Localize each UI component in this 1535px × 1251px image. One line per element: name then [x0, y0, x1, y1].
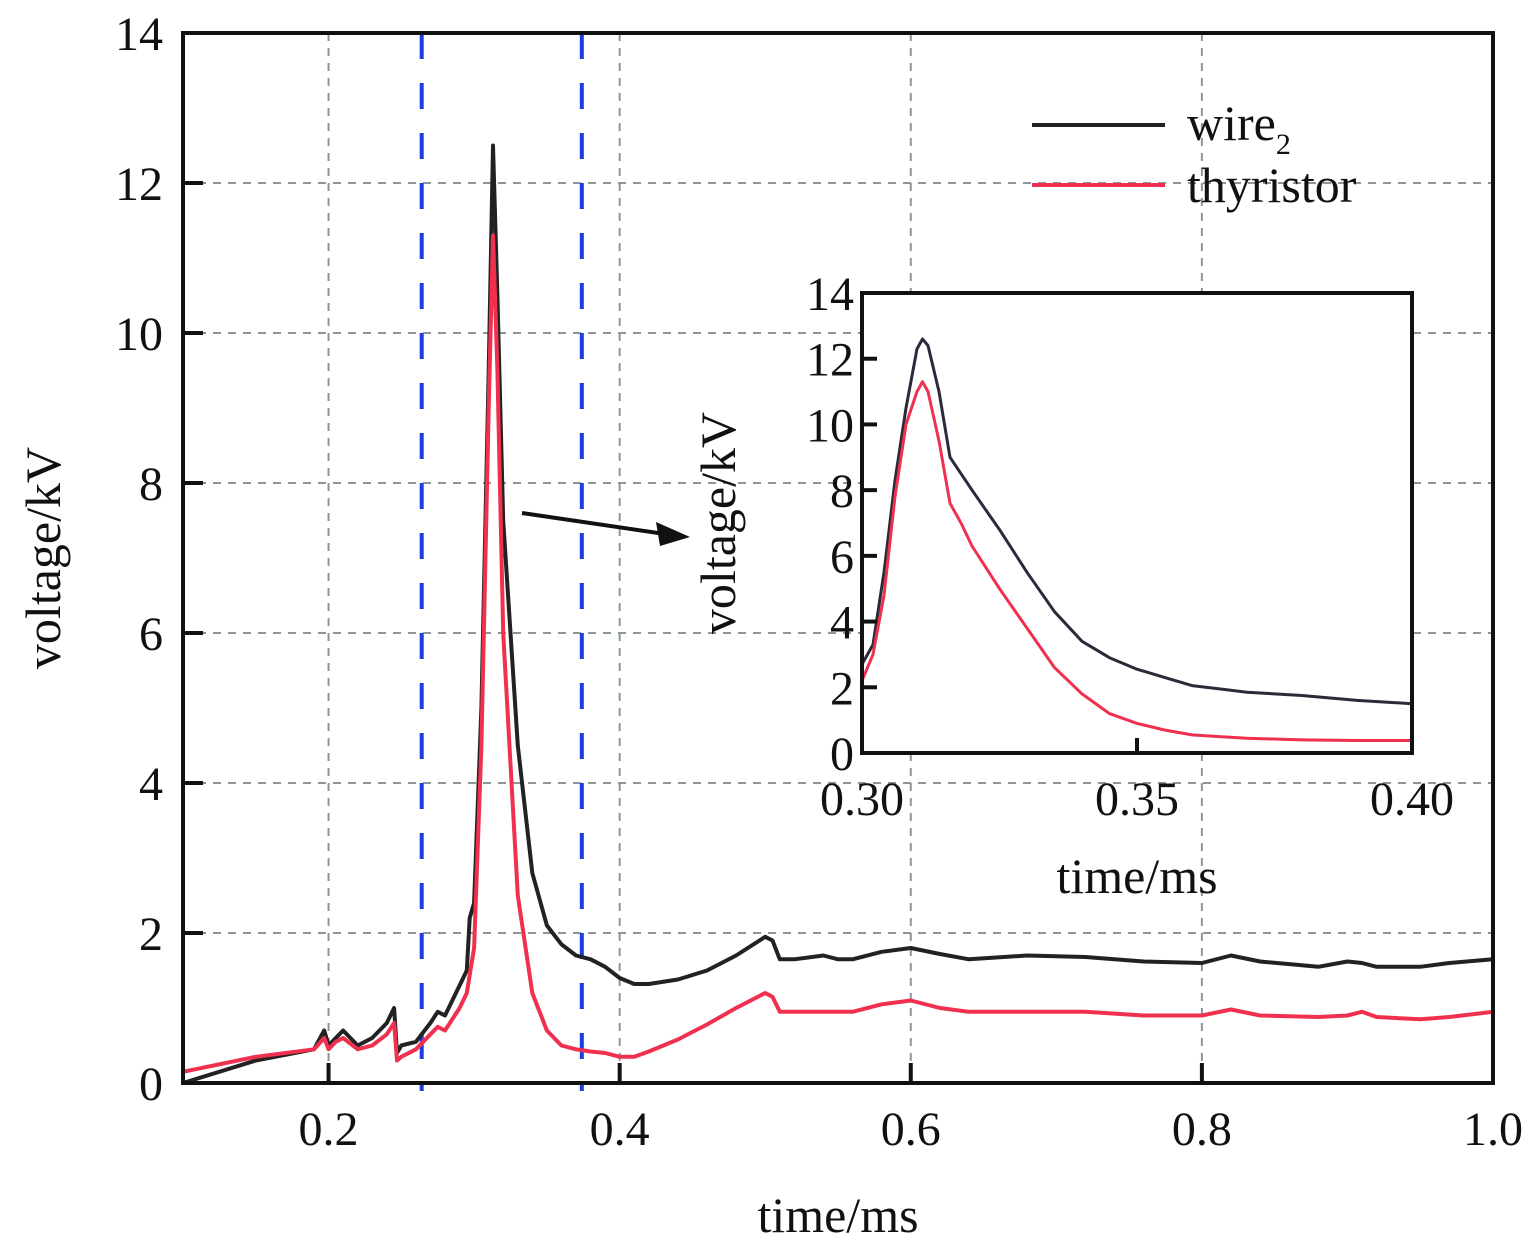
y-tick-label: 0 [139, 1058, 163, 1111]
y-tick-label: 12 [115, 158, 163, 211]
y-tick-label: 2 [139, 908, 163, 961]
y-tick-label: 14 [115, 8, 163, 61]
main-y-axis-label: voltage/kV [15, 447, 71, 669]
x-tick-label: 0.6 [881, 1103, 941, 1156]
main-tick-labels: 0.2 0.4 0.6 0.8 1.0 0 2 4 6 8 10 12 14 [115, 8, 1523, 1156]
main-ticks [183, 31, 1495, 1085]
legend: wire2 thyristor [1032, 95, 1357, 213]
y-tick-label: 6 [830, 531, 854, 584]
x-tick-label: 0.8 [1172, 1103, 1232, 1156]
y-tick-label: 0 [830, 728, 854, 781]
y-tick-label: 10 [115, 308, 163, 361]
inset-background [862, 293, 1412, 753]
main-x-axis-label: time/ms [757, 1187, 918, 1243]
series-line-thyristor [860, 380, 1412, 742]
main-series-group [182, 143, 1494, 1085]
y-tick-label: 6 [139, 608, 163, 661]
main-plot-frame [181, 31, 1495, 1085]
x-tick-label: 0.35 [1095, 773, 1179, 826]
y-tick-label: 8 [139, 458, 163, 511]
inset-x-axis-label: time/ms [1056, 848, 1217, 904]
x-tick-label: 0.30 [820, 773, 904, 826]
series-line-wire2 [860, 337, 1413, 706]
y-tick-label: 8 [830, 465, 854, 518]
legend-label-wire2: wire2 [1187, 95, 1291, 161]
x-tick-label: 0.2 [299, 1103, 359, 1156]
y-tick-label: 12 [806, 334, 854, 387]
inset-y-axis-label: voltage/kV [690, 412, 746, 634]
inset-ticks [860, 291, 1414, 755]
y-tick-label: 4 [139, 758, 163, 811]
inset-series-group [860, 337, 1413, 742]
y-tick-label: 14 [806, 268, 854, 321]
x-tick-label: 0.4 [590, 1103, 650, 1156]
x-tick-label: 1.0 [1463, 1103, 1523, 1156]
x-tick-label: 0.40 [1370, 773, 1454, 826]
y-tick-label: 2 [830, 662, 854, 715]
annotation-arrow [521, 511, 690, 546]
y-tick-label: 4 [830, 597, 854, 650]
inset-tick-labels: 0.30 0.35 0.40 0 2 4 6 8 10 12 14 [806, 268, 1454, 826]
legend-label-thyristor: thyristor [1187, 157, 1357, 213]
series-line-thyristor [182, 233, 1494, 1074]
y-tick-label: 10 [806, 399, 854, 452]
